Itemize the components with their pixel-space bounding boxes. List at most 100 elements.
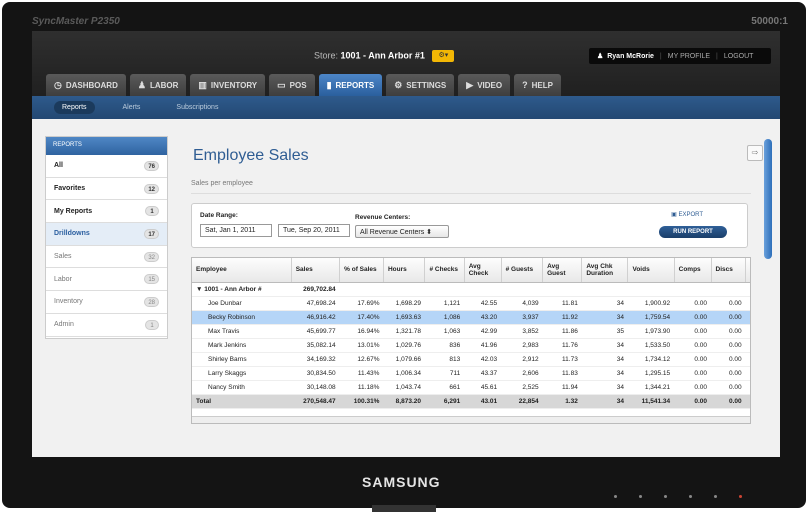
- scroll-thumb[interactable]: [764, 139, 772, 259]
- table-cell: 45.61: [464, 380, 502, 395]
- table-cell: 34: [581, 296, 628, 311]
- store-label: Store:: [314, 50, 339, 61]
- logout-link[interactable]: LOGOUT: [723, 52, 754, 60]
- tab-help[interactable]: ? HELP: [514, 74, 561, 96]
- table-row[interactable]: Joe Dunbar 47,698.24 17.69% 1,698.29 1,121 42…: [192, 296, 750, 311]
- tab-settings[interactable]: ⚙ SETTINGS: [386, 74, 455, 96]
- reports-sidebar: REPORTS All 76 Favorites 12 My Reports 1 Drill…: [45, 136, 168, 339]
- tab-inventory[interactable]: ▥ INVENTORY: [190, 74, 266, 96]
- column-header[interactable]: Avg Guest: [542, 258, 583, 283]
- table-row[interactable]: Max Travis 45,699.77 16.94% 1,321.78 1,063 42…: [192, 324, 750, 339]
- column-header[interactable]: % of Sales: [339, 258, 384, 283]
- inventory-icon: ▥: [198, 79, 207, 90]
- store-selector: Store: 1001 - Ann Arbor #1 ⚙▾: [314, 50, 455, 62]
- column-header[interactable]: Hours: [383, 258, 426, 283]
- table-cell: 35: [581, 324, 628, 339]
- table-row[interactable]: Nancy Smith 30,148.08 11.18% 1,043.74 661 45.…: [192, 380, 750, 395]
- table-cell: 35,082.14: [291, 338, 340, 353]
- export-link[interactable]: ▣ EXPORT: [671, 211, 703, 218]
- column-header[interactable]: A: [745, 258, 750, 283]
- table-cell: 0.00: [711, 296, 746, 311]
- sidebar-item-label: Favorites: [54, 185, 86, 193]
- table-cell: [745, 282, 750, 297]
- table-cell: 0.00: [674, 366, 712, 381]
- help-icon: ?: [522, 80, 528, 90]
- sidebar-item-favorites[interactable]: Favorites 12: [46, 178, 167, 201]
- date-from-input[interactable]: Sat, Jan 1, 2011: [200, 224, 272, 237]
- table-cell: 1,533.50: [627, 338, 675, 353]
- people-icon: ♟: [137, 79, 146, 90]
- table-row[interactable]: Mark Jenkins 35,082.14 13.01% 1,029.76 836 41…: [192, 338, 750, 353]
- table-cell: 1,693.63: [383, 310, 425, 325]
- subtab-alerts[interactable]: Alerts: [122, 104, 141, 111]
- table-cell: 34: [581, 338, 628, 353]
- tab-reports[interactable]: ▮ REPORTS: [318, 74, 383, 96]
- table-cell: 0.00: [674, 296, 712, 311]
- column-header[interactable]: Sales: [291, 258, 341, 283]
- sidebar-item-sales[interactable]: Sales 32: [46, 246, 167, 269]
- count-badge: 12: [144, 183, 159, 194]
- vertical-scrollbar[interactable]: [764, 139, 772, 457]
- column-header[interactable]: Comps: [674, 258, 712, 283]
- my-profile-link[interactable]: MY PROFILE: [667, 52, 711, 60]
- monitor-buttons: [614, 485, 764, 503]
- subtab-reports[interactable]: Reports: [54, 101, 95, 114]
- collapse-icon[interactable]: ▼: [196, 285, 205, 293]
- sidebar-item-labor[interactable]: Labor 15: [46, 268, 167, 292]
- table-cell: 0.00: [711, 310, 746, 325]
- sidebar-item-admin[interactable]: Admin 1: [46, 314, 167, 337]
- column-header[interactable]: # Checks: [424, 258, 465, 283]
- revenue-centers-select[interactable]: All Revenue Centers ⬍: [355, 225, 449, 238]
- app-screen: Store: 1001 - Ann Arbor #1 ⚙▾ ♟ Ryan McR…: [32, 31, 780, 457]
- sidebar-item-all[interactable]: All 76: [46, 155, 167, 178]
- count-badge: 15: [144, 274, 159, 285]
- tab-dashboard[interactable]: ◷ DASHBOARD: [46, 74, 126, 96]
- top-bar: Store: 1001 - Ann Arbor #1 ⚙▾ ♟ Ryan McR…: [32, 31, 780, 96]
- group-row[interactable]: ▼ 1001 - Ann Arbor #269,702.84: [192, 282, 750, 297]
- table-cell: 1,973.90: [627, 324, 675, 339]
- column-header[interactable]: Discs: [711, 258, 747, 283]
- table-cell: 1,759.54: [627, 310, 675, 325]
- sidebar-item-inventory[interactable]: Inventory 28: [46, 291, 167, 314]
- table-cell: 1,344.21: [627, 380, 675, 395]
- column-header[interactable]: Avg Chk Duration: [581, 258, 629, 283]
- save-icon: ▣: [671, 212, 677, 218]
- filter-panel: Date Range: Sat, Jan 1, 2011 Tue, Sep 20…: [191, 203, 748, 248]
- monitor-contrast: 50000:1: [751, 16, 788, 27]
- user-name[interactable]: Ryan McRorie: [607, 52, 654, 60]
- date-to-input[interactable]: Tue, Sep 20, 2011: [278, 224, 350, 237]
- page-title: Employee Sales: [193, 147, 309, 164]
- sidebar-item-my-reports[interactable]: My Reports 1: [46, 200, 167, 224]
- table-cell: 1,079.66: [383, 352, 425, 367]
- column-header[interactable]: Employee: [192, 258, 292, 283]
- tab-video[interactable]: ▶ VIDEO: [458, 74, 511, 96]
- sidebar-item-label: Sales: [54, 253, 72, 261]
- table-cell: 0.00: [674, 380, 712, 395]
- table-cell: 11.18%: [339, 380, 384, 395]
- table-row[interactable]: Becky Robinson 46,916.42 17.40% 1,693.63 1,0…: [192, 310, 750, 325]
- table-row[interactable]: Shirley Barns 34,169.32 12.67% 1,079.66 813 4…: [192, 352, 750, 367]
- table-cell: 30,834.50: [291, 366, 340, 381]
- table-cell: [745, 338, 750, 353]
- store-dropdown-button[interactable]: ⚙▾: [432, 50, 455, 62]
- subtab-subscriptions[interactable]: Subscriptions: [176, 104, 219, 111]
- count-badge: 1: [145, 206, 159, 217]
- table-cell: 13.01%: [339, 338, 384, 353]
- column-header[interactable]: Avg Check: [464, 258, 502, 283]
- count-badge: 76: [144, 160, 159, 171]
- table-cell: 45,699.77: [291, 324, 340, 339]
- share-icon[interactable]: ⇨: [747, 145, 763, 161]
- count-badge: 17: [144, 228, 159, 239]
- column-header[interactable]: # Guests: [501, 258, 544, 283]
- monitor-model: SyncMaster P2350: [32, 16, 120, 27]
- tab-pos[interactable]: ▭ POS: [269, 74, 315, 96]
- run-report-button[interactable]: RUN REPORT: [659, 226, 727, 238]
- sidebar-item-drilldowns[interactable]: Drilldowns 17: [46, 223, 167, 246]
- horizontal-scrollbar[interactable]: [192, 416, 750, 423]
- table-row[interactable]: Larry Skaggs 30,834.50 11.43% 1,006.34 711 43…: [192, 366, 750, 381]
- column-header[interactable]: Voids: [627, 258, 675, 283]
- count-badge: 1: [145, 319, 159, 330]
- table-cell: 43.20: [464, 310, 502, 325]
- table-cell: 11.81: [542, 296, 582, 311]
- tab-labor[interactable]: ♟ LABOR: [129, 74, 187, 96]
